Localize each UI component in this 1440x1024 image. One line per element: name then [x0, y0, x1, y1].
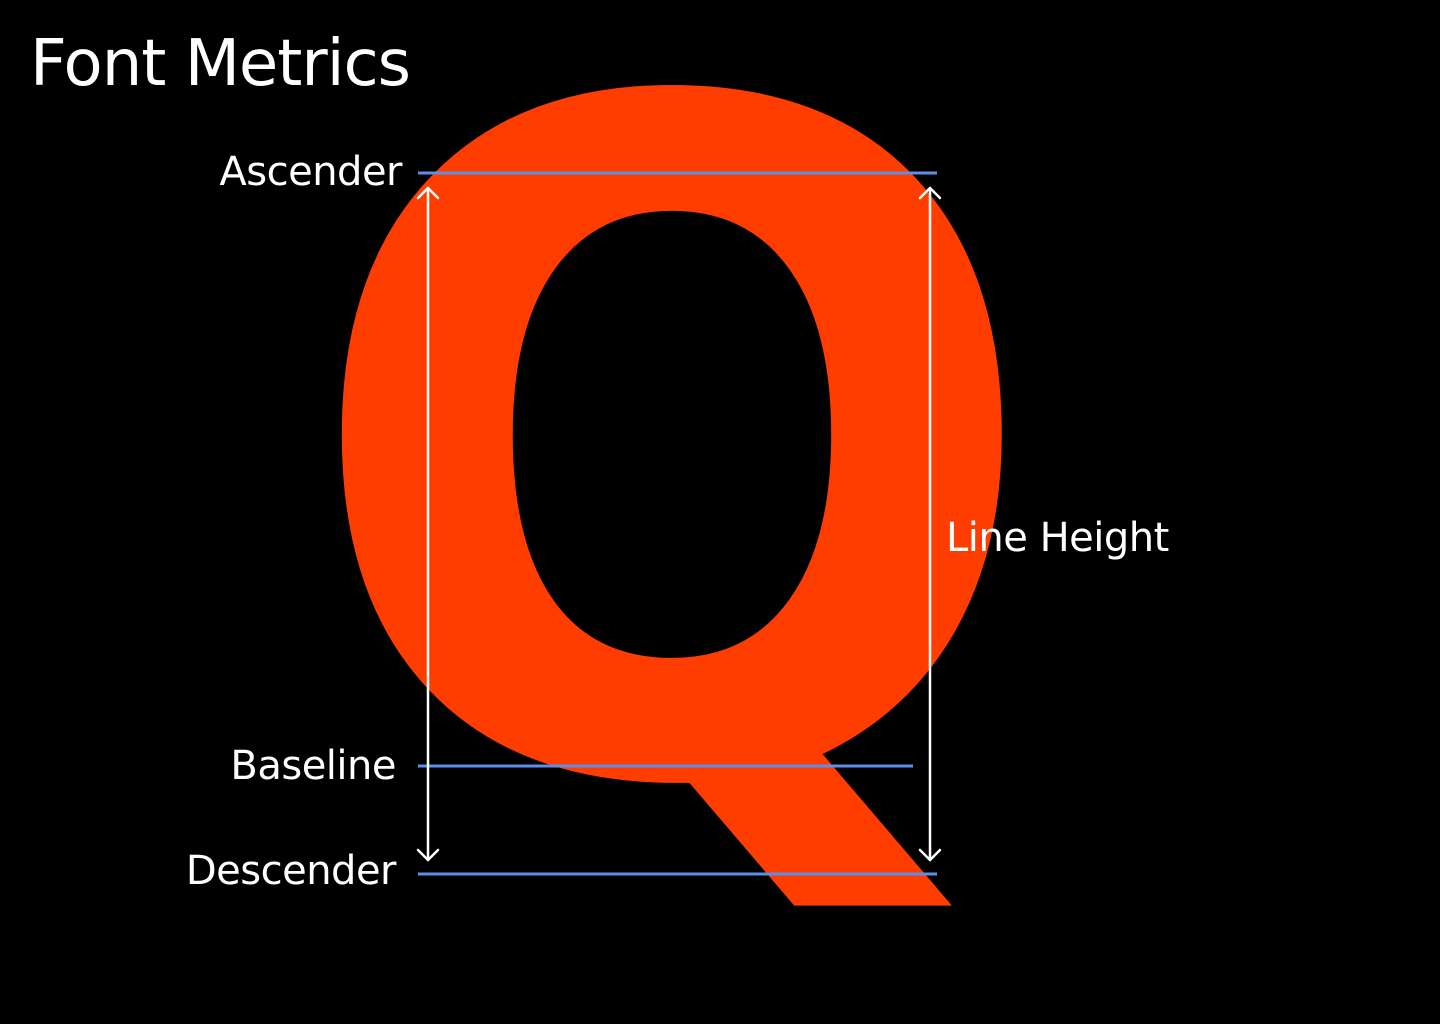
- glyph-q: Q: [298, 0, 1046, 989]
- left-double-arrow-icon: [416, 186, 440, 862]
- page-title: Font Metrics: [30, 27, 411, 101]
- right-double-arrow-icon: [918, 186, 942, 862]
- baseline-label: Baseline: [230, 743, 396, 789]
- descender-label: Descender: [185, 848, 397, 894]
- ascender-label: Ascender: [219, 149, 402, 195]
- line-height-label: Line Height: [946, 515, 1169, 561]
